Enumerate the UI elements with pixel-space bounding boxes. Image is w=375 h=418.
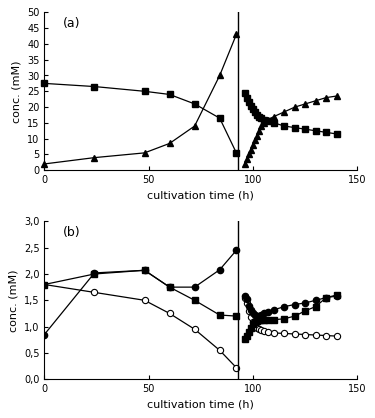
Y-axis label: conc. (mM): conc. (mM) [8, 269, 18, 331]
Text: (a): (a) [63, 17, 81, 30]
Text: (b): (b) [63, 226, 81, 239]
X-axis label: cultivation time (h): cultivation time (h) [147, 400, 254, 410]
X-axis label: cultivation time (h): cultivation time (h) [147, 191, 254, 201]
Y-axis label: conc. (mM): conc. (mM) [12, 60, 21, 122]
